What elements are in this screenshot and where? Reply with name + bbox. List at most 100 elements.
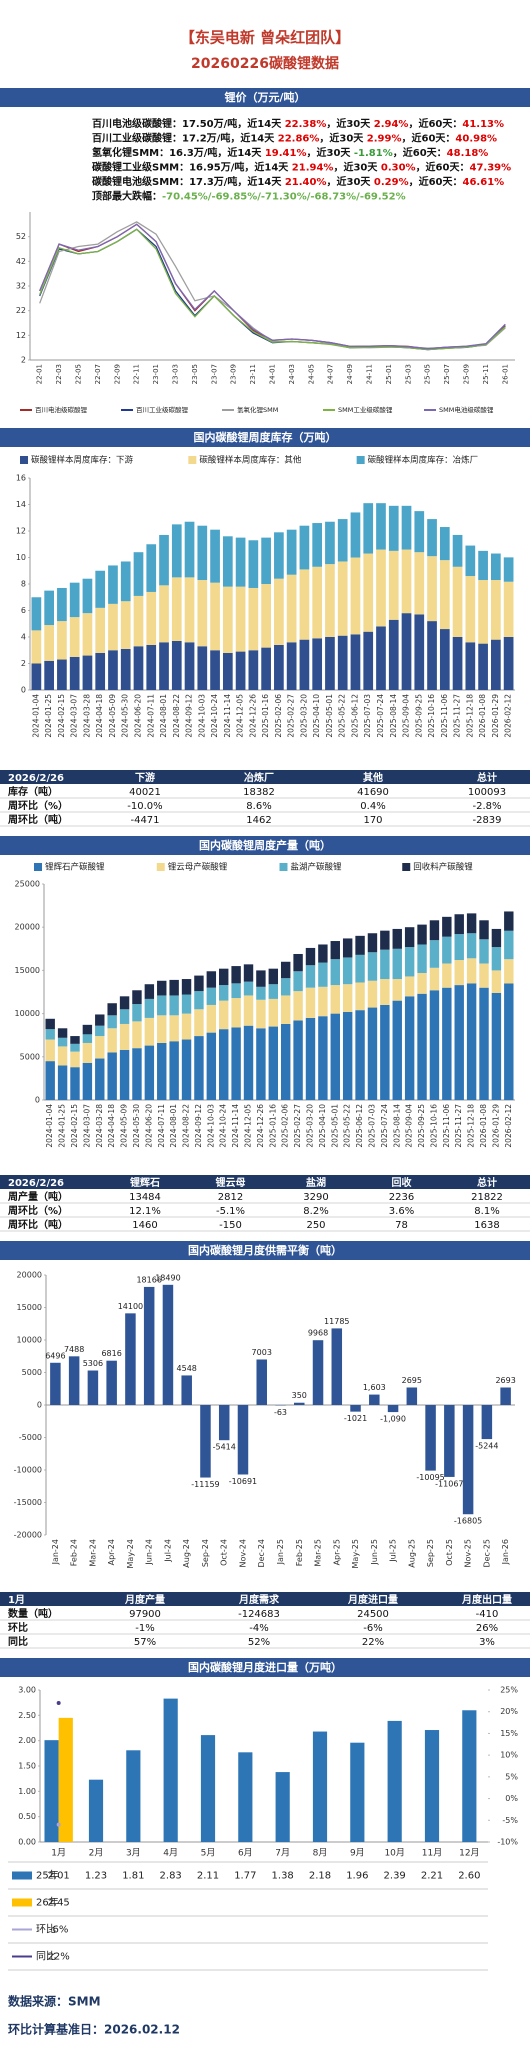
value-label: -5414 xyxy=(213,1443,236,1452)
x-tick-label: 2025-02-06 xyxy=(274,694,283,738)
bar-segment xyxy=(325,564,335,637)
bar-segment xyxy=(144,1045,155,1100)
x-tick-label: 7月 xyxy=(275,1848,290,1859)
table-value: 2.01 xyxy=(48,1871,70,1882)
bar-segment xyxy=(219,1000,229,1030)
line-point xyxy=(56,1822,61,1827)
x-tick-label: 2025-04-10 xyxy=(312,694,321,738)
value-label: 7003 xyxy=(252,1348,272,1357)
bar-segment xyxy=(169,1041,179,1100)
table-cell: 周环比（%） xyxy=(8,1204,68,1217)
price-segment: 47.39% xyxy=(469,163,511,174)
bar-segment xyxy=(70,1067,80,1100)
x-tick-label: 5月 xyxy=(201,1848,216,1859)
bar-segment xyxy=(235,537,246,587)
price-segment: 氢氧化锂SMM：16.3万/吨，近14天 xyxy=(92,146,265,159)
bar xyxy=(237,1405,249,1475)
table-cell: 1638 xyxy=(474,1220,499,1231)
bar-segment xyxy=(274,578,284,645)
table-cell: 周环比（吨） xyxy=(8,1218,68,1231)
table-cell: 57% xyxy=(134,1637,156,1648)
bar xyxy=(312,1340,324,1405)
value-label: 11785 xyxy=(324,1317,349,1326)
y2-tick-label: -10% xyxy=(497,1838,518,1847)
price-segment: 41.13% xyxy=(462,119,504,130)
bar-segment xyxy=(312,523,323,567)
y-tick-label: 8 xyxy=(21,580,26,589)
x-tick-label: 2024-12-05 xyxy=(244,1104,253,1148)
bar-segment xyxy=(169,979,179,996)
bar-segment xyxy=(69,656,80,690)
legend-label: 锂云母产碳酸锂 xyxy=(168,862,228,873)
bar xyxy=(163,1698,178,1842)
price-segment: ，近30天 xyxy=(326,175,373,188)
bar-segment xyxy=(95,1025,105,1037)
bar-segment xyxy=(44,625,54,661)
bar-segment xyxy=(504,930,514,960)
table-cell: 周环比（吨） xyxy=(8,813,68,826)
table-header-cell: 下游 xyxy=(135,771,155,784)
bar-segment xyxy=(45,1039,55,1062)
x-tick-label: 2025-09-04 xyxy=(405,1104,414,1148)
bar-segment xyxy=(337,519,348,562)
y2-tick-label: 25% xyxy=(500,1686,518,1695)
bar-segment xyxy=(194,991,204,1010)
bar-segment xyxy=(194,1009,204,1037)
bar xyxy=(238,1752,253,1842)
value-label: 18490 xyxy=(155,1273,180,1282)
bar-segment xyxy=(350,557,361,635)
x-tick-label: Nov-25 xyxy=(464,1539,473,1567)
table-cell: 8.1% xyxy=(474,1206,499,1217)
bar-segment xyxy=(442,987,452,1100)
x-tick-label: 2025-11-06 xyxy=(442,1104,451,1148)
table-cell: 1460 xyxy=(132,1220,157,1231)
bar-segment xyxy=(268,1026,279,1100)
value-label: -11159 xyxy=(191,1480,219,1489)
table-header-bg xyxy=(0,1592,530,1606)
y2-tick-label: 15% xyxy=(500,1729,518,1738)
x-tick-label: 2024-07-11 xyxy=(146,694,155,738)
bar-segment xyxy=(194,1036,204,1100)
bar-segment xyxy=(442,936,452,964)
table-cell: -150 xyxy=(219,1220,242,1231)
bar-segment xyxy=(380,930,390,950)
x-tick-label: 2024-05-30 xyxy=(132,1104,141,1148)
price-segment: ，近60天： xyxy=(408,117,462,130)
bar-segment xyxy=(355,982,365,1011)
value-label: 6816 xyxy=(101,1349,121,1358)
bar-segment xyxy=(219,1029,229,1100)
x-tick-label: 22-05 xyxy=(75,364,83,384)
y-tick-label: 1.00 xyxy=(18,1787,36,1796)
legend-label: 百川工业级碳酸锂 xyxy=(136,405,189,414)
bar-segment xyxy=(108,603,118,651)
y-tick-label: 2 xyxy=(21,356,26,365)
x-tick-label: Jun-25 xyxy=(370,1539,379,1566)
bar-segment xyxy=(312,638,323,690)
bar-segment xyxy=(44,660,54,690)
price-segment: 21.40% xyxy=(285,177,327,188)
bar-segment xyxy=(305,947,316,966)
table-cell: 22% xyxy=(362,1637,384,1648)
x-tick-label: 2月 xyxy=(89,1848,104,1859)
bar-segment xyxy=(222,586,233,653)
bar-segment xyxy=(280,978,291,996)
bar xyxy=(125,1313,136,1405)
data-source: 数据来源：SMM xyxy=(8,1994,101,2009)
value-label: -10095 xyxy=(416,1473,444,1482)
series-line xyxy=(39,223,506,350)
x-tick-label: 23-07 xyxy=(210,364,218,384)
bar-segment xyxy=(70,1036,80,1044)
x-tick-label: 2024-03-28 xyxy=(82,694,91,738)
bar xyxy=(44,1740,59,1842)
bar-segment xyxy=(504,911,514,931)
x-tick-label: 2024-05-09 xyxy=(108,694,117,738)
table-header-cell: 月度产量 xyxy=(124,1593,165,1606)
table-cell: 13484 xyxy=(129,1192,161,1203)
bar-segment xyxy=(222,536,233,587)
table-cell: 数量（吨） xyxy=(8,1607,58,1620)
x-tick-label: 2024-06-20 xyxy=(144,1104,153,1148)
legend-label: 碳酸锂样本周度库存：下游 xyxy=(31,455,134,466)
table-cell: 21822 xyxy=(471,1192,503,1203)
bar-segment xyxy=(82,1062,93,1100)
